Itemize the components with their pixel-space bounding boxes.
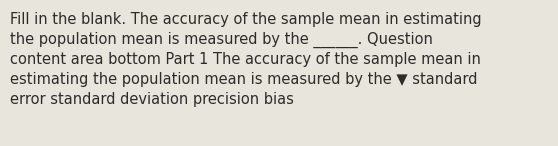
Text: Fill in the blank. The accuracy of the sample mean in estimating: Fill in the blank. The accuracy of the s… [10,12,482,27]
Text: estimating the population mean is measured by the ▼ standard: estimating the population mean is measur… [10,72,478,87]
Text: error standard deviation precision bias: error standard deviation precision bias [10,93,294,107]
Text: the population mean is measured by the ______. Question: the population mean is measured by the _… [10,32,433,48]
Text: content area bottom Part 1 The accuracy of the sample mean in: content area bottom Part 1 The accuracy … [10,52,481,67]
